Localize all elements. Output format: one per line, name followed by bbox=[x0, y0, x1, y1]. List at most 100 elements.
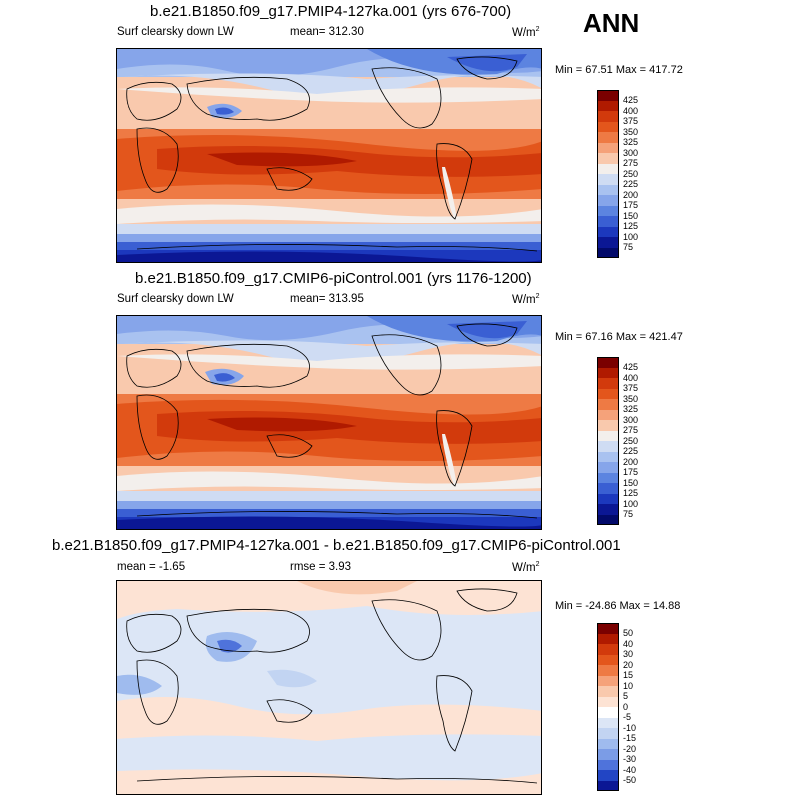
panel2-mean: mean= 313.95 bbox=[290, 293, 364, 305]
panel2-map bbox=[116, 315, 542, 530]
panel1-units-sup: 2 bbox=[535, 26, 540, 33]
colorbar-swatch bbox=[597, 121, 619, 132]
colorbar-swatch bbox=[597, 462, 619, 473]
colorbar-label: 30 bbox=[623, 649, 634, 659]
panel1-map bbox=[116, 48, 542, 263]
colorbar-label: 225 bbox=[623, 179, 639, 189]
colorbar-label: 175 bbox=[623, 200, 639, 210]
colorbar-label: 75 bbox=[623, 242, 634, 252]
panel2-map-svg bbox=[117, 316, 541, 529]
colorbar-label: -5 bbox=[623, 712, 632, 722]
colorbar-swatch bbox=[597, 409, 619, 420]
colorbar-label: 350 bbox=[623, 393, 639, 404]
colorbar-label: 375 bbox=[623, 116, 639, 126]
colorbar-label: 50 bbox=[623, 628, 634, 638]
panel1-minmax: Min = 67.51 Max = 417.72 bbox=[555, 64, 683, 76]
panel3-map-svg bbox=[117, 581, 541, 794]
colorbar-label: 250 bbox=[623, 168, 639, 179]
colorbar-label: -10 bbox=[623, 722, 637, 733]
colorbar-swatch bbox=[597, 388, 619, 399]
colorbar-label: -20 bbox=[623, 743, 637, 754]
panel2-units-sup: 2 bbox=[535, 293, 540, 300]
colorbar-swatch bbox=[597, 696, 619, 707]
colorbar-label: 0 bbox=[623, 701, 629, 712]
colorbar-swatch bbox=[597, 493, 619, 504]
panel3-minmax: Min = -24.86 Max = 14.88 bbox=[555, 600, 681, 612]
colorbar-swatch bbox=[597, 100, 619, 111]
colorbar-swatch bbox=[597, 430, 619, 441]
panel3-units-sup: 2 bbox=[535, 561, 540, 568]
colorbar-swatch bbox=[597, 216, 619, 227]
colorbar-swatch bbox=[597, 205, 619, 216]
panel3-title: b.e21.B1850.f09_g17.PMIP4-127ka.001 - b.… bbox=[52, 537, 621, 554]
colorbar-swatch bbox=[597, 633, 619, 644]
colorbar-label: 400 bbox=[623, 372, 639, 383]
panel2-units-text: W/m bbox=[512, 293, 536, 306]
season-label: ANN bbox=[583, 8, 640, 38]
colorbar-swatch bbox=[597, 472, 619, 483]
colorbar-label: 425 bbox=[623, 362, 639, 372]
colorbar-label: 5 bbox=[623, 691, 629, 701]
colorbar-label: 300 bbox=[623, 147, 639, 158]
colorbar-swatch bbox=[597, 717, 619, 728]
panel1-map-svg bbox=[117, 49, 541, 262]
colorbar-swatch bbox=[597, 111, 619, 122]
colorbar-swatch bbox=[597, 665, 619, 676]
colorbar-label: -15 bbox=[623, 733, 637, 743]
colorbar-swatch bbox=[597, 174, 619, 185]
colorbar-swatch bbox=[597, 654, 619, 665]
colorbar-label: 10 bbox=[623, 680, 634, 691]
colorbar-label: 225 bbox=[623, 446, 639, 456]
colorbar-label: 325 bbox=[623, 404, 639, 414]
colorbar-swatch bbox=[597, 675, 619, 686]
colorbar-swatch bbox=[597, 749, 619, 760]
colorbar-swatch bbox=[597, 780, 619, 791]
colorbar-swatch bbox=[597, 195, 619, 206]
panel2-units: W/m2 bbox=[512, 293, 540, 306]
colorbar-label: 15 bbox=[623, 670, 634, 680]
colorbar-label: 350 bbox=[623, 126, 639, 137]
panel3-units: W/m2 bbox=[512, 561, 540, 574]
colorbar-swatch bbox=[597, 367, 619, 378]
colorbar-swatch bbox=[597, 142, 619, 153]
colorbar-label: 200 bbox=[623, 189, 639, 200]
panel2-minmax: Min = 67.16 Max = 421.47 bbox=[555, 331, 683, 343]
colorbar-label: 275 bbox=[623, 158, 639, 168]
colorbar-label: -30 bbox=[623, 754, 637, 764]
colorbar-swatch bbox=[597, 237, 619, 248]
colorbar-label: 40 bbox=[623, 638, 634, 649]
colorbar-label: 20 bbox=[623, 659, 634, 670]
colorbar-swatch bbox=[597, 441, 619, 452]
colorbar-label: 100 bbox=[623, 231, 639, 242]
panel2-title: b.e21.B1850.f09_g17.CMIP6-piControl.001 … bbox=[135, 270, 532, 287]
panel1-title: b.e21.B1850.f09_g17.PMIP4-127ka.001 (yrs… bbox=[150, 3, 512, 20]
colorbar-label: 300 bbox=[623, 414, 639, 425]
panel3-rmse: rmse = 3.93 bbox=[290, 561, 352, 573]
panel3-units-text: W/m bbox=[512, 561, 536, 574]
colorbar-swatch bbox=[597, 184, 619, 195]
colorbar-swatch bbox=[597, 247, 619, 258]
panel1-units: W/m2 bbox=[512, 26, 540, 39]
colorbar-label: 275 bbox=[623, 425, 639, 435]
colorbar-swatch bbox=[597, 504, 619, 515]
colorbar-swatch bbox=[597, 707, 619, 718]
colorbar-swatch bbox=[597, 738, 619, 749]
colorbar-swatch bbox=[597, 686, 619, 697]
colorbar-swatch bbox=[597, 451, 619, 462]
colorbar-swatch bbox=[597, 226, 619, 237]
panel1-variable: Surf clearsky down LW bbox=[117, 26, 234, 38]
colorbar-swatch bbox=[597, 163, 619, 174]
colorbar-swatch bbox=[597, 132, 619, 143]
panel2-variable: Surf clearsky down LW bbox=[117, 293, 234, 305]
colorbar-label: 250 bbox=[623, 435, 639, 446]
colorbar-swatch bbox=[597, 770, 619, 781]
colorbar-label: -50 bbox=[623, 775, 637, 785]
colorbar-swatch bbox=[597, 759, 619, 770]
colorbar-swatch bbox=[597, 153, 619, 164]
colorbar-swatch bbox=[597, 399, 619, 410]
colorbar-label: 325 bbox=[623, 137, 639, 147]
colorbar-swatch bbox=[597, 514, 619, 525]
colorbar-label: -40 bbox=[623, 764, 637, 775]
colorbar-swatch bbox=[597, 728, 619, 739]
colorbar-label: 425 bbox=[623, 95, 639, 105]
